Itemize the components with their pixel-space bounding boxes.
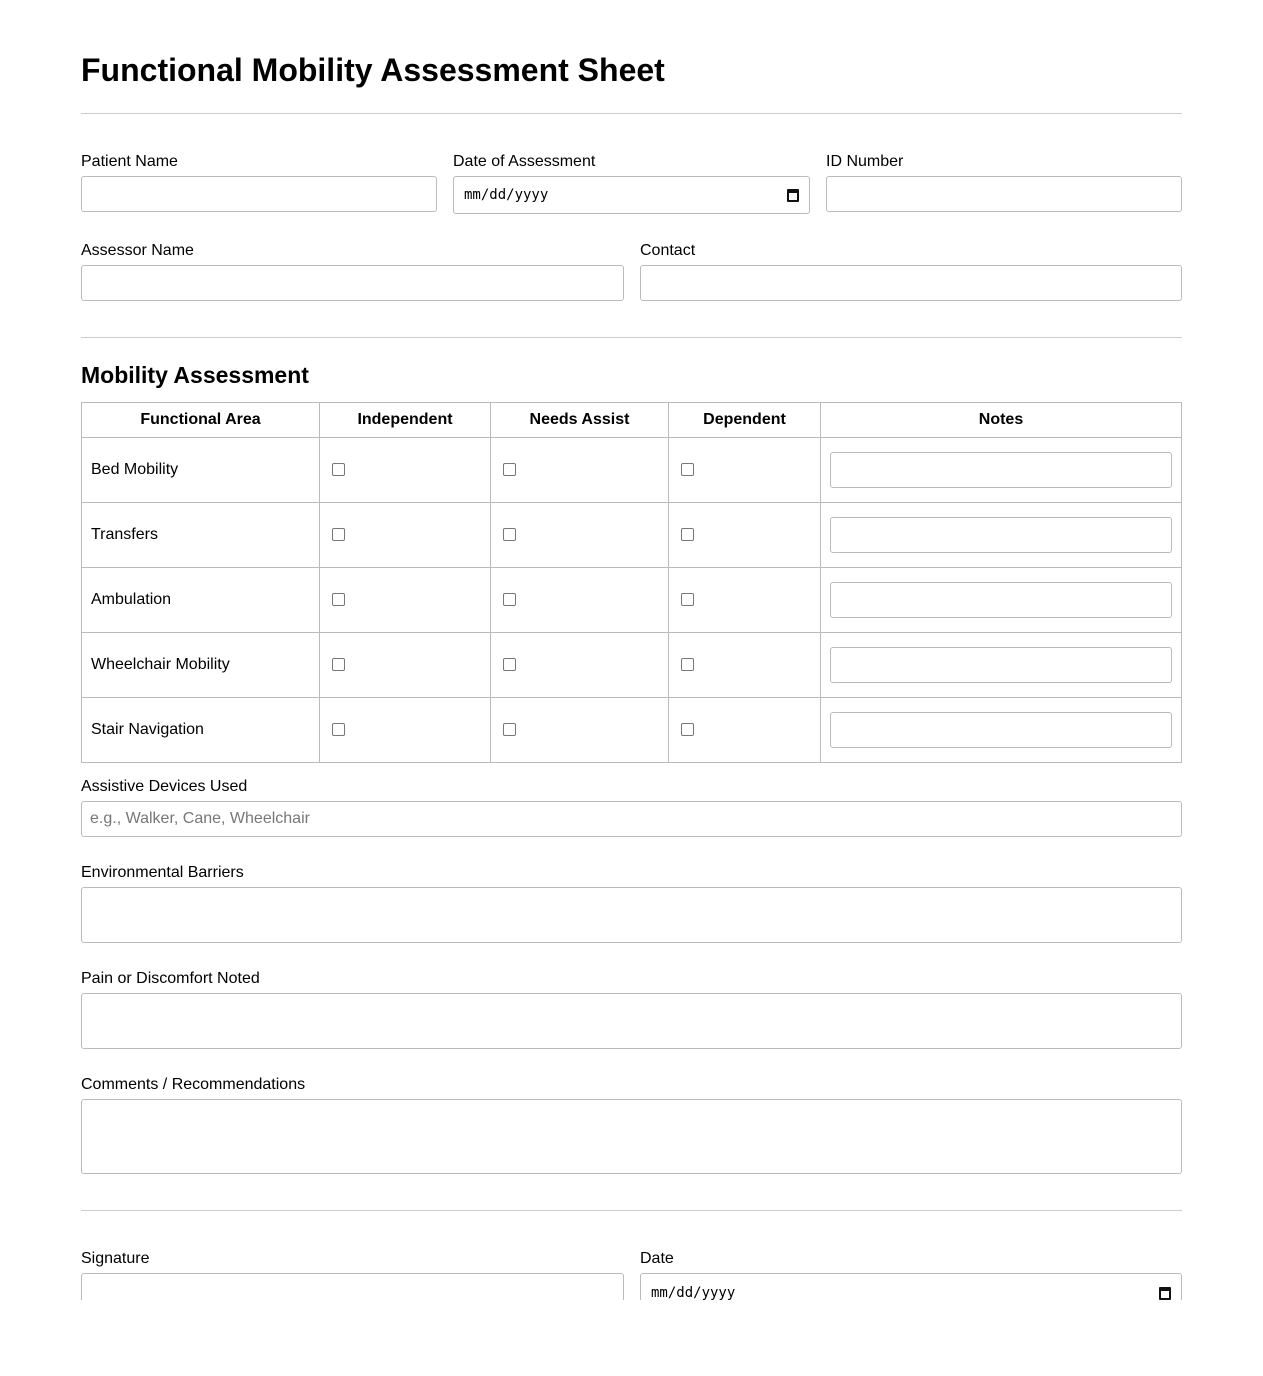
dependent-checkbox[interactable]: [681, 528, 694, 542]
assistive-devices-input[interactable]: [81, 801, 1182, 837]
comments-textarea[interactable]: [81, 1099, 1182, 1174]
contact-label: Contact: [640, 242, 696, 259]
date-of-assessment-label: Date of Assessment: [453, 153, 596, 170]
pain-textarea[interactable]: [81, 993, 1182, 1049]
divider: [81, 1210, 1182, 1211]
header-functional-area: Functional Area: [81, 402, 320, 438]
dependent-checkbox[interactable]: [681, 463, 694, 477]
date-label: Date: [640, 1250, 674, 1267]
calendar-icon[interactable]: [1159, 1286, 1171, 1300]
notes-input[interactable]: [830, 712, 1172, 748]
assessment-form: Functional Mobility Assessment Sheet Pat…: [81, 52, 1182, 1300]
independent-checkbox[interactable]: [332, 723, 345, 737]
needs-assist-checkbox[interactable]: [503, 723, 516, 737]
date-placeholder: mm/dd/yyyy: [651, 1285, 736, 1300]
assessor-name-label: Assessor Name: [81, 242, 194, 259]
patient-name-input[interactable]: [81, 176, 437, 212]
dependent-checkbox[interactable]: [681, 593, 694, 607]
functional-area-cell: Ambulation: [81, 567, 320, 633]
comments-label: Comments / Recommendations: [81, 1076, 306, 1093]
independent-cell: [319, 502, 491, 568]
date-input[interactable]: mm/dd/yyyy: [640, 1273, 1182, 1300]
dependent-cell: [668, 567, 821, 633]
page-title: Functional Mobility Assessment Sheet: [81, 52, 665, 88]
independent-cell: [319, 567, 491, 633]
dependent-checkbox[interactable]: [681, 723, 694, 737]
date-placeholder: mm/dd/yyyy: [464, 187, 549, 203]
id-number-label: ID Number: [826, 153, 904, 170]
mobility-table: Functional Area Independent Needs Assist…: [81, 402, 1182, 763]
header-needs-assist: Needs Assist: [490, 402, 669, 438]
notes-cell: [820, 502, 1182, 568]
notes-cell: [820, 567, 1182, 633]
needs-assist-checkbox[interactable]: [503, 463, 516, 477]
table-row: Ambulation: [81, 567, 1182, 633]
divider: [81, 113, 1182, 114]
independent-checkbox[interactable]: [332, 658, 345, 672]
needs-assist-checkbox[interactable]: [503, 593, 516, 607]
signature-label: Signature: [81, 1250, 150, 1267]
notes-cell: [820, 632, 1182, 698]
independent-checkbox[interactable]: [332, 593, 345, 607]
environmental-barriers-textarea[interactable]: [81, 887, 1182, 943]
dependent-checkbox[interactable]: [681, 658, 694, 672]
patient-name-label: Patient Name: [81, 153, 178, 170]
calendar-icon[interactable]: [787, 188, 799, 202]
table-row: Transfers: [81, 502, 1182, 568]
independent-checkbox[interactable]: [332, 463, 345, 477]
independent-cell: [319, 697, 491, 763]
functional-area-cell: Wheelchair Mobility: [81, 632, 320, 698]
needs-assist-checkbox[interactable]: [503, 528, 516, 542]
independent-checkbox[interactable]: [332, 528, 345, 542]
independent-cell: [319, 437, 491, 503]
assistive-devices-label: Assistive Devices Used: [81, 778, 248, 795]
notes-cell: [820, 697, 1182, 763]
notes-input[interactable]: [830, 452, 1172, 488]
table-row: Stair Navigation: [81, 697, 1182, 763]
needs-assist-cell: [490, 437, 669, 503]
independent-cell: [319, 632, 491, 698]
needs-assist-checkbox[interactable]: [503, 658, 516, 672]
needs-assist-cell: [490, 567, 669, 633]
header-independent: Independent: [319, 402, 491, 438]
divider: [81, 337, 1182, 338]
contact-input[interactable]: [640, 265, 1182, 301]
functional-area-cell: Bed Mobility: [81, 437, 320, 503]
environmental-barriers-label: Environmental Barriers: [81, 864, 244, 881]
notes-cell: [820, 437, 1182, 503]
functional-area-cell: Stair Navigation: [81, 697, 320, 763]
dependent-cell: [668, 437, 821, 503]
id-number-input[interactable]: [826, 176, 1182, 212]
notes-input[interactable]: [830, 517, 1172, 553]
needs-assist-cell: [490, 502, 669, 568]
table-row: Bed Mobility: [81, 437, 1182, 503]
needs-assist-cell: [490, 632, 669, 698]
notes-input[interactable]: [830, 582, 1172, 618]
header-notes: Notes: [820, 402, 1182, 438]
table-row: Wheelchair Mobility: [81, 632, 1182, 698]
date-of-assessment-input[interactable]: mm/dd/yyyy: [453, 176, 810, 214]
dependent-cell: [668, 697, 821, 763]
functional-area-cell: Transfers: [81, 502, 320, 568]
dependent-cell: [668, 632, 821, 698]
needs-assist-cell: [490, 697, 669, 763]
pain-label: Pain or Discomfort Noted: [81, 970, 260, 987]
notes-input[interactable]: [830, 647, 1172, 683]
dependent-cell: [668, 502, 821, 568]
header-dependent: Dependent: [668, 402, 821, 438]
assessor-name-input[interactable]: [81, 265, 624, 301]
section-title: Mobility Assessment: [81, 362, 309, 388]
signature-input[interactable]: [81, 1273, 624, 1300]
